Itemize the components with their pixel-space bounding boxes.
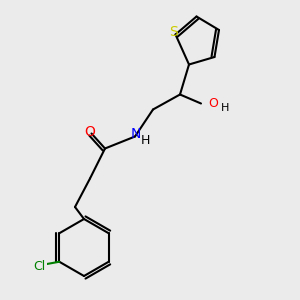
Text: Cl: Cl bbox=[34, 260, 46, 273]
Text: O: O bbox=[208, 97, 218, 110]
Text: H: H bbox=[220, 103, 229, 113]
Text: S: S bbox=[169, 25, 178, 38]
Text: H: H bbox=[141, 134, 150, 148]
Text: O: O bbox=[85, 125, 95, 139]
Text: N: N bbox=[130, 127, 141, 140]
